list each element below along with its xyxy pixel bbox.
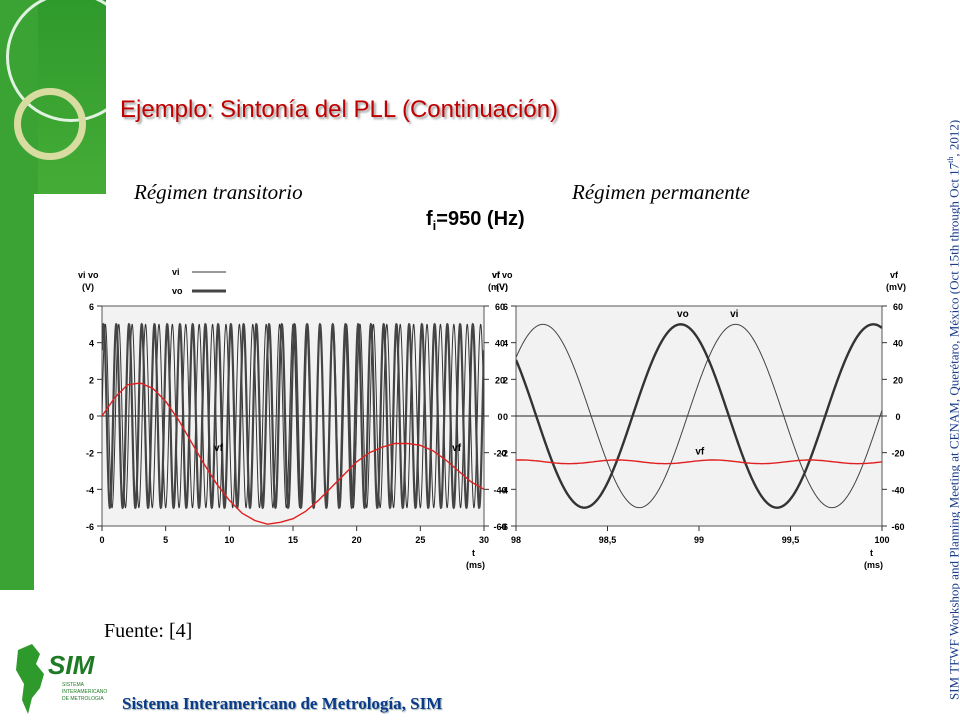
logo-small-text: SISTEMA xyxy=(62,682,85,688)
legend-label-vi: vi xyxy=(172,267,180,277)
x-tick-label: 25 xyxy=(415,535,425,545)
sim-logo: SIM SISTEMA INTERAMERICANO DE METROLOGIA xyxy=(16,644,107,714)
side-event-text: SIM TFWF Workshop and Planning Meeting a… xyxy=(946,120,960,700)
x-tick-label: 100 xyxy=(874,535,889,545)
y-tick-label: -2 xyxy=(500,449,508,459)
series-vi-line xyxy=(516,323,882,509)
y-right-tick-label: -60 xyxy=(891,522,904,532)
x-tick-label: 20 xyxy=(352,535,362,545)
fi-value: =950 (Hz) xyxy=(436,208,525,230)
frequency-label: fi=950 (Hz) xyxy=(426,208,525,233)
y-tick-label: 2 xyxy=(503,375,508,385)
y-tick-label: 0 xyxy=(89,412,94,422)
series-vi-line xyxy=(102,323,484,509)
vf-annotation: vf xyxy=(695,447,705,458)
vf-annotation: vf xyxy=(452,443,462,454)
y-right-tick-label: 20 xyxy=(495,375,505,385)
x-tick-label: 10 xyxy=(224,535,234,545)
x-tick-label: 98 xyxy=(511,535,521,545)
y-right-tick-label: -40 xyxy=(493,485,506,495)
logo-small-text: INTERAMERICANO xyxy=(62,689,107,695)
legend-label-vo: vo xyxy=(172,286,183,296)
x-axis-label: t xyxy=(472,548,475,558)
y-tick-label: 6 xyxy=(89,302,94,312)
y-right-tick-label: 0 xyxy=(497,412,502,422)
y-right-tick-label: 60 xyxy=(495,302,505,312)
x-tick-label: 30 xyxy=(479,535,489,545)
y-right-tick-label: -40 xyxy=(891,485,904,495)
y-axis-unit-right: (mV) xyxy=(488,282,508,292)
y-tick-label: 0 xyxy=(503,412,508,422)
logo-small-text: DE METROLOGIA xyxy=(62,696,104,702)
source-note: Fuente: [4] xyxy=(104,620,193,642)
x-tick-label: 0 xyxy=(99,535,104,545)
side-text-main: SIM TFWF Workshop and Planning Meeting a… xyxy=(946,162,960,700)
series-vf-line xyxy=(101,382,485,525)
y-axis-label-left: vi vo xyxy=(78,270,99,280)
y-axis-unit-right: (mV) xyxy=(886,282,906,292)
x-tick-label: 5 xyxy=(163,535,168,545)
y-right-tick-label: -60 xyxy=(493,522,506,532)
y-right-tick-label: 40 xyxy=(893,339,903,349)
x-tick-label: 99,5 xyxy=(782,535,800,545)
y-tick-label: -4 xyxy=(86,485,94,495)
y-right-tick-label: 0 xyxy=(895,412,900,422)
fi-subscript: i xyxy=(432,218,437,233)
decorative-circle-small xyxy=(14,88,86,160)
series-vf-line xyxy=(515,459,883,465)
footer-organization: Sistema Interamericano de Metrología, SI… xyxy=(122,694,443,713)
y-tick-label: -2 xyxy=(86,449,94,459)
y-tick-label: -6 xyxy=(86,522,94,532)
chart-panel: 6 4 2 0 -2 -4 -6 60 40 20 0 -20 -40 -60 0 5 10 15 20 25 30 vi… xyxy=(34,194,928,590)
series-vo-line xyxy=(102,322,484,510)
y-tick-label: 6 xyxy=(503,302,508,312)
y-tick-label: -4 xyxy=(500,485,508,495)
y-right-tick-label: 60 xyxy=(893,302,903,312)
y-axis-label-right: vf xyxy=(492,270,501,280)
subtitle-permanente: Régimen permanente xyxy=(572,180,750,204)
y-right-tick-label: 40 xyxy=(495,339,505,349)
y-right-tick-label: 20 xyxy=(893,375,903,385)
x-tick-label: 98,5 xyxy=(599,535,617,545)
y-right-tick-label: -20 xyxy=(493,449,506,459)
x-axis-unit: (ms) xyxy=(466,560,485,570)
y-right-tick-label: -20 xyxy=(891,449,904,459)
x-tick-label: 15 xyxy=(288,535,298,545)
series-vo-line xyxy=(516,323,882,509)
y-axis-unit-left: (V) xyxy=(82,282,94,292)
y-tick-label: -6 xyxy=(500,522,508,532)
fi-symbol: f xyxy=(426,208,433,230)
side-text-end: , 2012) xyxy=(946,119,960,157)
y-axis-label-left: vi vo xyxy=(492,270,513,280)
side-text-sup: th xyxy=(946,156,955,163)
x-axis-unit: (ms) xyxy=(864,560,883,570)
x-axis-label: t xyxy=(870,548,873,558)
y-tick-label: 4 xyxy=(503,339,508,349)
y-tick-label: 4 xyxy=(89,339,94,349)
y-axis-unit-left: (V) xyxy=(496,282,508,292)
slide-title: Ejemplo: Sintonía del PLL (Continuación) xyxy=(120,96,559,123)
vf-annotation: vf xyxy=(214,443,224,454)
vi-annotation: vi xyxy=(730,309,739,320)
y-axis-label-right: vf xyxy=(890,270,899,280)
y-tick-label: 2 xyxy=(89,375,94,385)
logo-text: SIM xyxy=(48,650,96,680)
vo-annotation: vo xyxy=(677,309,689,320)
subtitle-transitorio: Régimen transitorio xyxy=(134,180,303,204)
x-tick-label: 99 xyxy=(694,535,704,545)
